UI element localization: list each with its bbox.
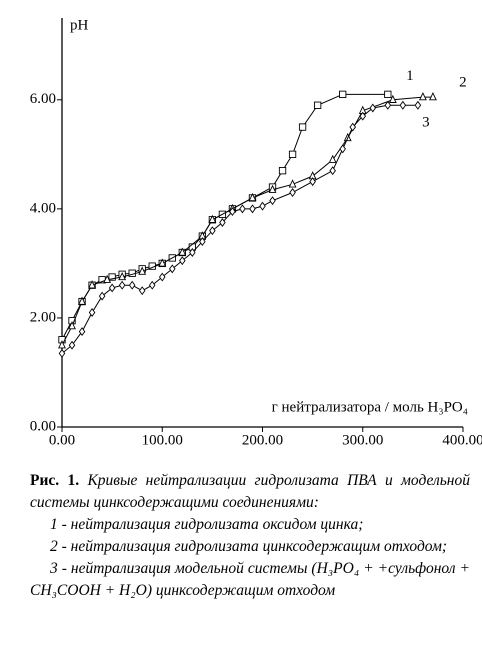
y-tick-label: 4.00 xyxy=(30,200,56,216)
marker xyxy=(118,280,126,290)
marker xyxy=(339,90,347,98)
marker xyxy=(178,247,187,256)
marker xyxy=(179,256,186,266)
marker xyxy=(229,207,236,217)
y-axis-label: pH xyxy=(70,17,89,33)
marker xyxy=(339,144,346,154)
marker xyxy=(309,177,316,187)
marker xyxy=(108,283,116,293)
y-tick-label: 0.00 xyxy=(30,418,56,434)
marker xyxy=(313,101,322,109)
marker xyxy=(288,179,297,188)
marker xyxy=(384,90,392,98)
caption-item: 1 - нейтрализация гидролизата оксидом ци… xyxy=(50,516,364,533)
marker xyxy=(169,264,176,274)
marker xyxy=(68,321,76,330)
marker xyxy=(138,266,147,275)
x-tick-label: 100.00 xyxy=(142,432,183,448)
marker xyxy=(349,122,356,132)
marker xyxy=(148,280,156,290)
caption-item: 2 - нейтрализация гидролизата цинксодерж… xyxy=(50,538,448,555)
y-tick-label: 2.00 xyxy=(30,309,56,325)
x-tick-label: 300.00 xyxy=(342,432,383,448)
marker xyxy=(88,308,96,317)
marker xyxy=(58,348,66,358)
chart: pH г нейтрализатора / моль H₃PO₄ 0.00 2.0… xyxy=(30,17,482,448)
marker xyxy=(289,188,296,197)
marker xyxy=(78,296,86,305)
marker xyxy=(108,273,116,281)
marker xyxy=(288,150,297,158)
marker xyxy=(384,100,392,110)
x-tick-label: 400.00 xyxy=(442,432,482,448)
y-tick-label: 6.00 xyxy=(30,91,56,107)
marker xyxy=(208,214,217,223)
marker xyxy=(414,100,422,110)
marker xyxy=(219,218,226,227)
marker xyxy=(158,272,166,282)
series-label: 1 xyxy=(406,68,414,84)
marker xyxy=(58,340,66,349)
marker xyxy=(418,92,427,101)
marker xyxy=(399,100,407,110)
marker xyxy=(268,184,277,193)
marker xyxy=(239,204,246,214)
marker xyxy=(98,291,106,301)
x-tick-label: 200.00 xyxy=(242,432,283,448)
series-line xyxy=(61,96,433,346)
caption-head: Рис. 1. Кривые нейтрализации гидролизата… xyxy=(30,470,470,514)
series-line xyxy=(61,104,418,354)
x-tick-label: 0.00 xyxy=(49,432,75,448)
marker xyxy=(329,166,336,176)
marker xyxy=(68,340,76,350)
x-axis-label: г нейтрализатора / моль H₃PO₄ xyxy=(272,399,468,415)
marker xyxy=(158,258,167,267)
marker xyxy=(199,237,206,247)
marker xyxy=(78,327,86,337)
series-label: 3 xyxy=(422,115,430,131)
marker xyxy=(249,204,256,214)
marker xyxy=(259,201,266,211)
marker xyxy=(88,280,96,289)
marker xyxy=(388,94,397,103)
marker xyxy=(369,103,377,113)
series-label: 2 xyxy=(459,75,467,91)
marker xyxy=(118,271,127,281)
marker xyxy=(359,111,367,121)
caption-text: Кривые нейтрализации гидролизата ПВА и м… xyxy=(30,472,470,511)
marker xyxy=(328,154,337,163)
marker xyxy=(429,92,437,101)
marker xyxy=(248,192,257,202)
marker xyxy=(278,167,287,175)
caption-label: Рис. 1. xyxy=(30,472,80,489)
marker xyxy=(298,123,307,131)
caption: Рис. 1. Кривые нейтрализации гидролизата… xyxy=(30,470,470,602)
marker xyxy=(189,248,196,257)
marker xyxy=(269,196,276,206)
marker xyxy=(103,274,112,283)
marker xyxy=(128,280,136,290)
caption-item: 3 - нейтрализация модельной системы (H₃P… xyxy=(30,560,470,599)
marker xyxy=(209,226,216,236)
marker xyxy=(138,286,146,296)
